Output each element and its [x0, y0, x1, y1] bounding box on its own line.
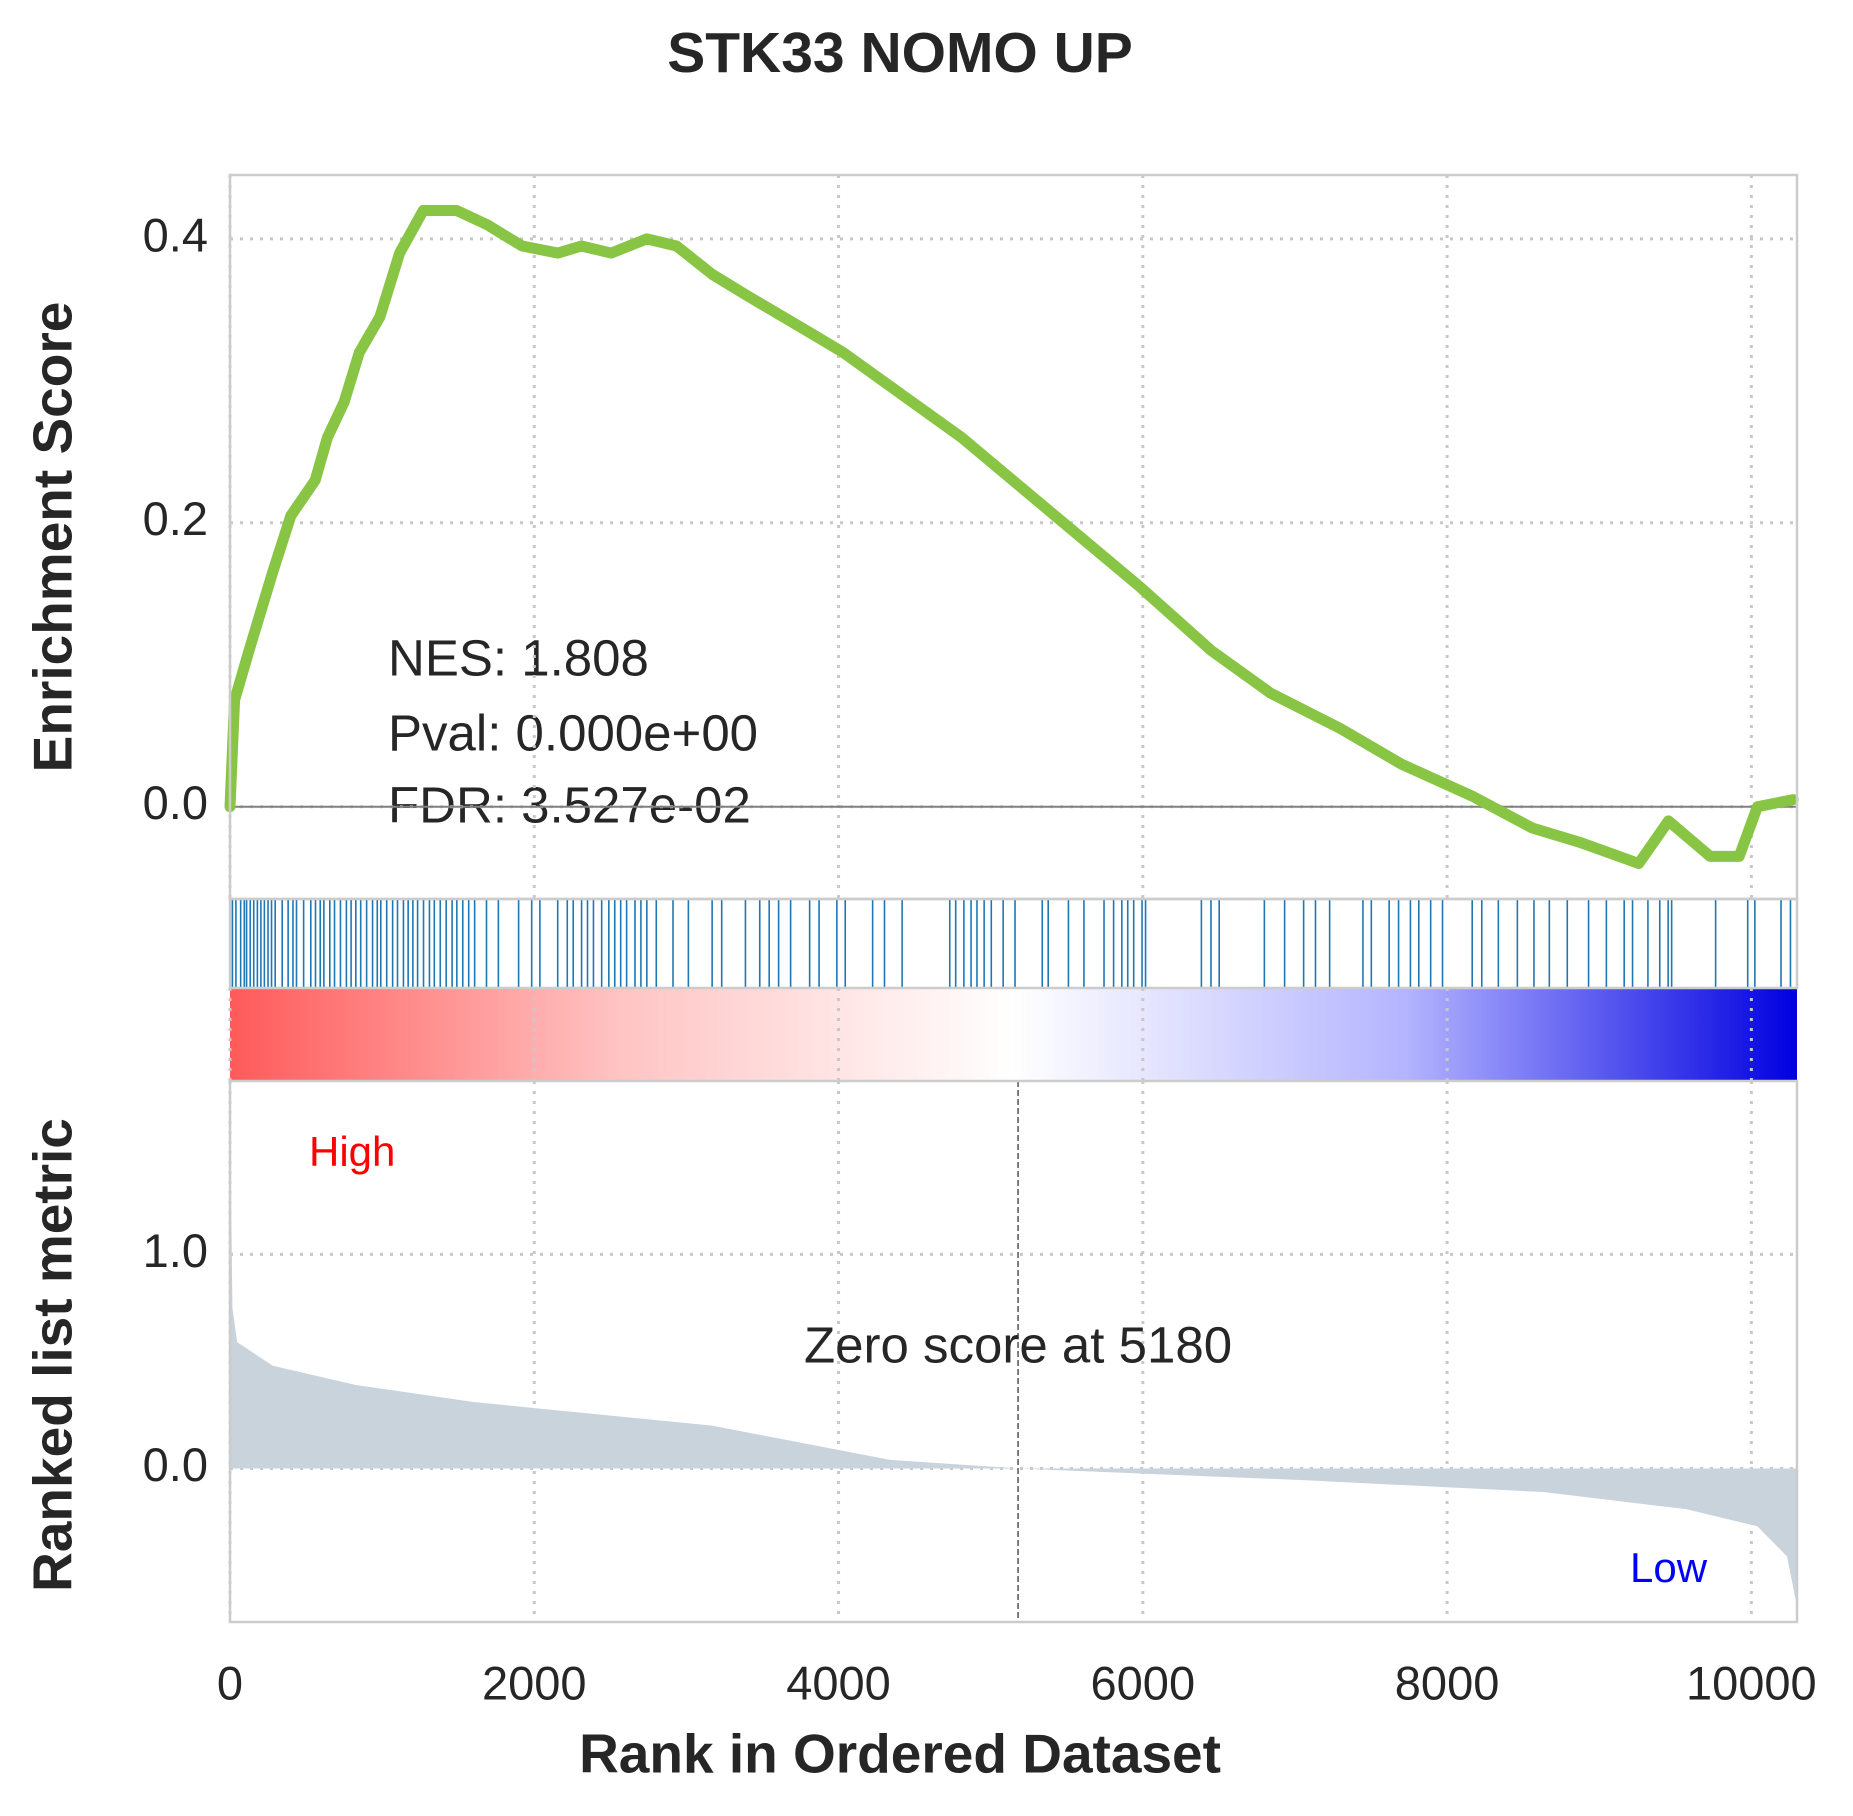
y-tick-label: 0.0: [143, 1438, 208, 1491]
x-tick-label: 2000: [482, 1656, 587, 1709]
low-label: Low: [1630, 1544, 1708, 1591]
es-line: [224, 204, 1799, 870]
stat-text: NES: 1.808: [388, 629, 649, 686]
x-tick-label: 4000: [786, 1656, 891, 1709]
x-tick-label: 6000: [1091, 1656, 1196, 1709]
y-tick-label: 0.0: [143, 776, 208, 829]
zero-score-label: Zero score at 5180: [804, 1316, 1232, 1373]
stat-text: Pval: 0.000e+00: [388, 704, 758, 761]
high-label: High: [309, 1128, 395, 1175]
y-tick-label: 0.4: [143, 208, 208, 261]
hits-frame: [228, 897, 1799, 990]
x-axis-label: Rank in Ordered Dataset: [579, 1723, 1221, 1785]
stat-text: FDR: 3.527e-02: [388, 776, 751, 833]
y-axis-label: Enrichment Score: [22, 302, 84, 773]
x-tick-label: 10000: [1686, 1656, 1817, 1709]
y-tick-label: 1.0: [143, 1224, 208, 1277]
rank-color-bar: [230, 988, 1797, 1081]
y-axis-label: Ranked list metric: [22, 1118, 84, 1592]
y-tick-label: 0.2: [143, 492, 208, 545]
metric-area: [230, 1104, 1797, 1604]
panel-frame: [228, 1079, 1799, 1624]
chart-title: STK33 NOMO UP: [667, 21, 1133, 85]
x-tick-label: 8000: [1395, 1656, 1500, 1709]
x-tick-label: 0: [217, 1656, 243, 1709]
